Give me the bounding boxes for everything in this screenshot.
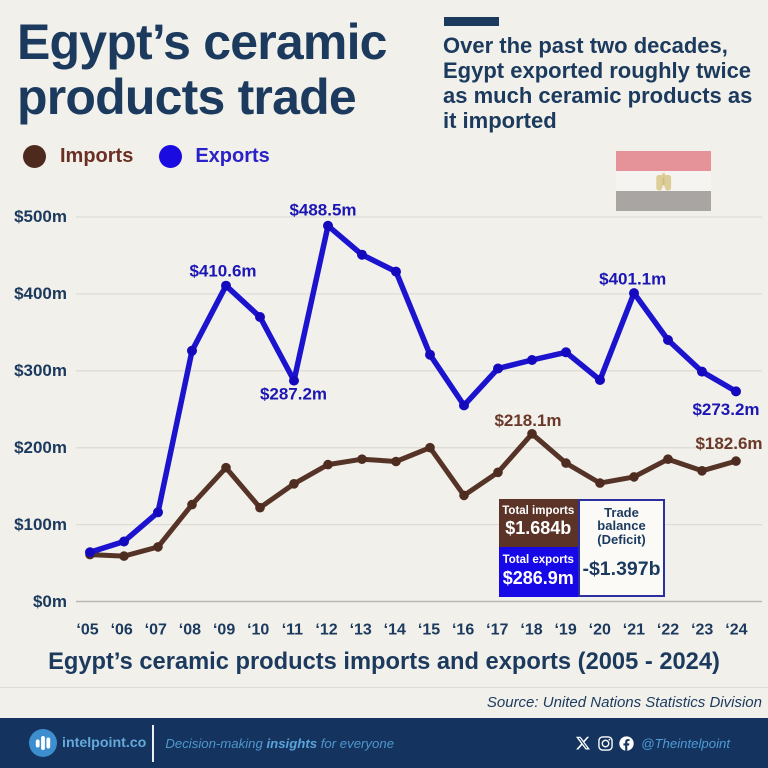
svg-text:‘09: ‘09 — [213, 622, 235, 639]
svg-text:$200m: $200m — [14, 438, 67, 457]
svg-text:‘21: ‘21 — [623, 622, 645, 639]
svg-text:$500m: $500m — [14, 207, 67, 226]
svg-text:‘08: ‘08 — [179, 622, 201, 639]
svg-text:‘20: ‘20 — [589, 622, 611, 639]
svg-text:$400m: $400m — [14, 284, 67, 303]
svg-text:‘23: ‘23 — [691, 622, 713, 639]
svg-text:‘11: ‘11 — [282, 622, 303, 639]
svg-text:‘06: ‘06 — [111, 622, 133, 639]
svg-text:$488.5m: $488.5m — [289, 201, 356, 220]
svg-text:$100m: $100m — [14, 515, 67, 534]
svg-text:$410.6m: $410.6m — [189, 262, 256, 281]
svg-text:‘24: ‘24 — [725, 622, 747, 639]
svg-text:$287.2m: $287.2m — [260, 385, 327, 404]
svg-text:‘17: ‘17 — [486, 622, 508, 639]
svg-text:$0m: $0m — [33, 592, 67, 611]
svg-text:‘16: ‘16 — [452, 622, 474, 639]
svg-text:$182.6m: $182.6m — [695, 434, 762, 453]
svg-text:$300m: $300m — [14, 361, 67, 380]
svg-text:‘22: ‘22 — [657, 622, 679, 639]
svg-text:‘18: ‘18 — [520, 622, 542, 639]
svg-text:‘15: ‘15 — [418, 622, 440, 639]
svg-text:$273.2m: $273.2m — [692, 400, 759, 419]
svg-text:‘13: ‘13 — [350, 622, 372, 639]
svg-text:$218.1m: $218.1m — [494, 411, 561, 430]
svg-text:$401.1m: $401.1m — [599, 270, 666, 289]
svg-text:‘07: ‘07 — [145, 622, 167, 639]
svg-text:‘10: ‘10 — [247, 622, 269, 639]
svg-text:‘05: ‘05 — [76, 622, 98, 639]
svg-text:‘12: ‘12 — [315, 622, 337, 639]
svg-text:‘19: ‘19 — [554, 622, 576, 639]
svg-text:‘14: ‘14 — [384, 622, 406, 639]
